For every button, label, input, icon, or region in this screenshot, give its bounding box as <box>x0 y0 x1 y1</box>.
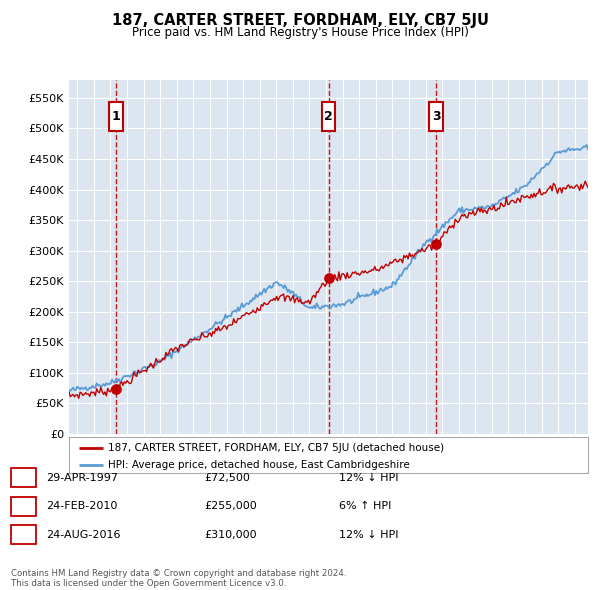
Text: HPI: Average price, detached house, East Cambridgeshire: HPI: Average price, detached house, East… <box>108 460 410 470</box>
FancyBboxPatch shape <box>109 101 123 131</box>
Text: £310,000: £310,000 <box>204 530 257 539</box>
Point <box>431 240 441 249</box>
Text: 187, CARTER STREET, FORDHAM, ELY, CB7 5JU (detached house): 187, CARTER STREET, FORDHAM, ELY, CB7 5J… <box>108 442 444 453</box>
Text: Price paid vs. HM Land Registry's House Price Index (HPI): Price paid vs. HM Land Registry's House … <box>131 26 469 39</box>
Text: 1: 1 <box>112 110 121 123</box>
Text: Contains HM Land Registry data © Crown copyright and database right 2024.
This d: Contains HM Land Registry data © Crown c… <box>11 569 346 588</box>
Text: 29-APR-1997: 29-APR-1997 <box>46 473 118 483</box>
Text: 1: 1 <box>20 473 27 483</box>
Point <box>324 273 334 283</box>
Text: 2: 2 <box>20 502 27 511</box>
Text: £255,000: £255,000 <box>204 502 257 511</box>
Text: 187, CARTER STREET, FORDHAM, ELY, CB7 5JU: 187, CARTER STREET, FORDHAM, ELY, CB7 5J… <box>112 13 488 28</box>
Text: 2: 2 <box>324 110 333 123</box>
Text: 3: 3 <box>432 110 440 123</box>
Text: 24-FEB-2010: 24-FEB-2010 <box>46 502 118 511</box>
Text: £72,500: £72,500 <box>204 473 250 483</box>
Text: 24-AUG-2016: 24-AUG-2016 <box>46 530 121 539</box>
Text: 12% ↓ HPI: 12% ↓ HPI <box>339 473 398 483</box>
Point <box>111 385 121 394</box>
Text: 3: 3 <box>20 530 27 539</box>
FancyBboxPatch shape <box>430 101 443 131</box>
Text: 6% ↑ HPI: 6% ↑ HPI <box>339 502 391 511</box>
FancyBboxPatch shape <box>322 101 335 131</box>
Text: 12% ↓ HPI: 12% ↓ HPI <box>339 530 398 539</box>
